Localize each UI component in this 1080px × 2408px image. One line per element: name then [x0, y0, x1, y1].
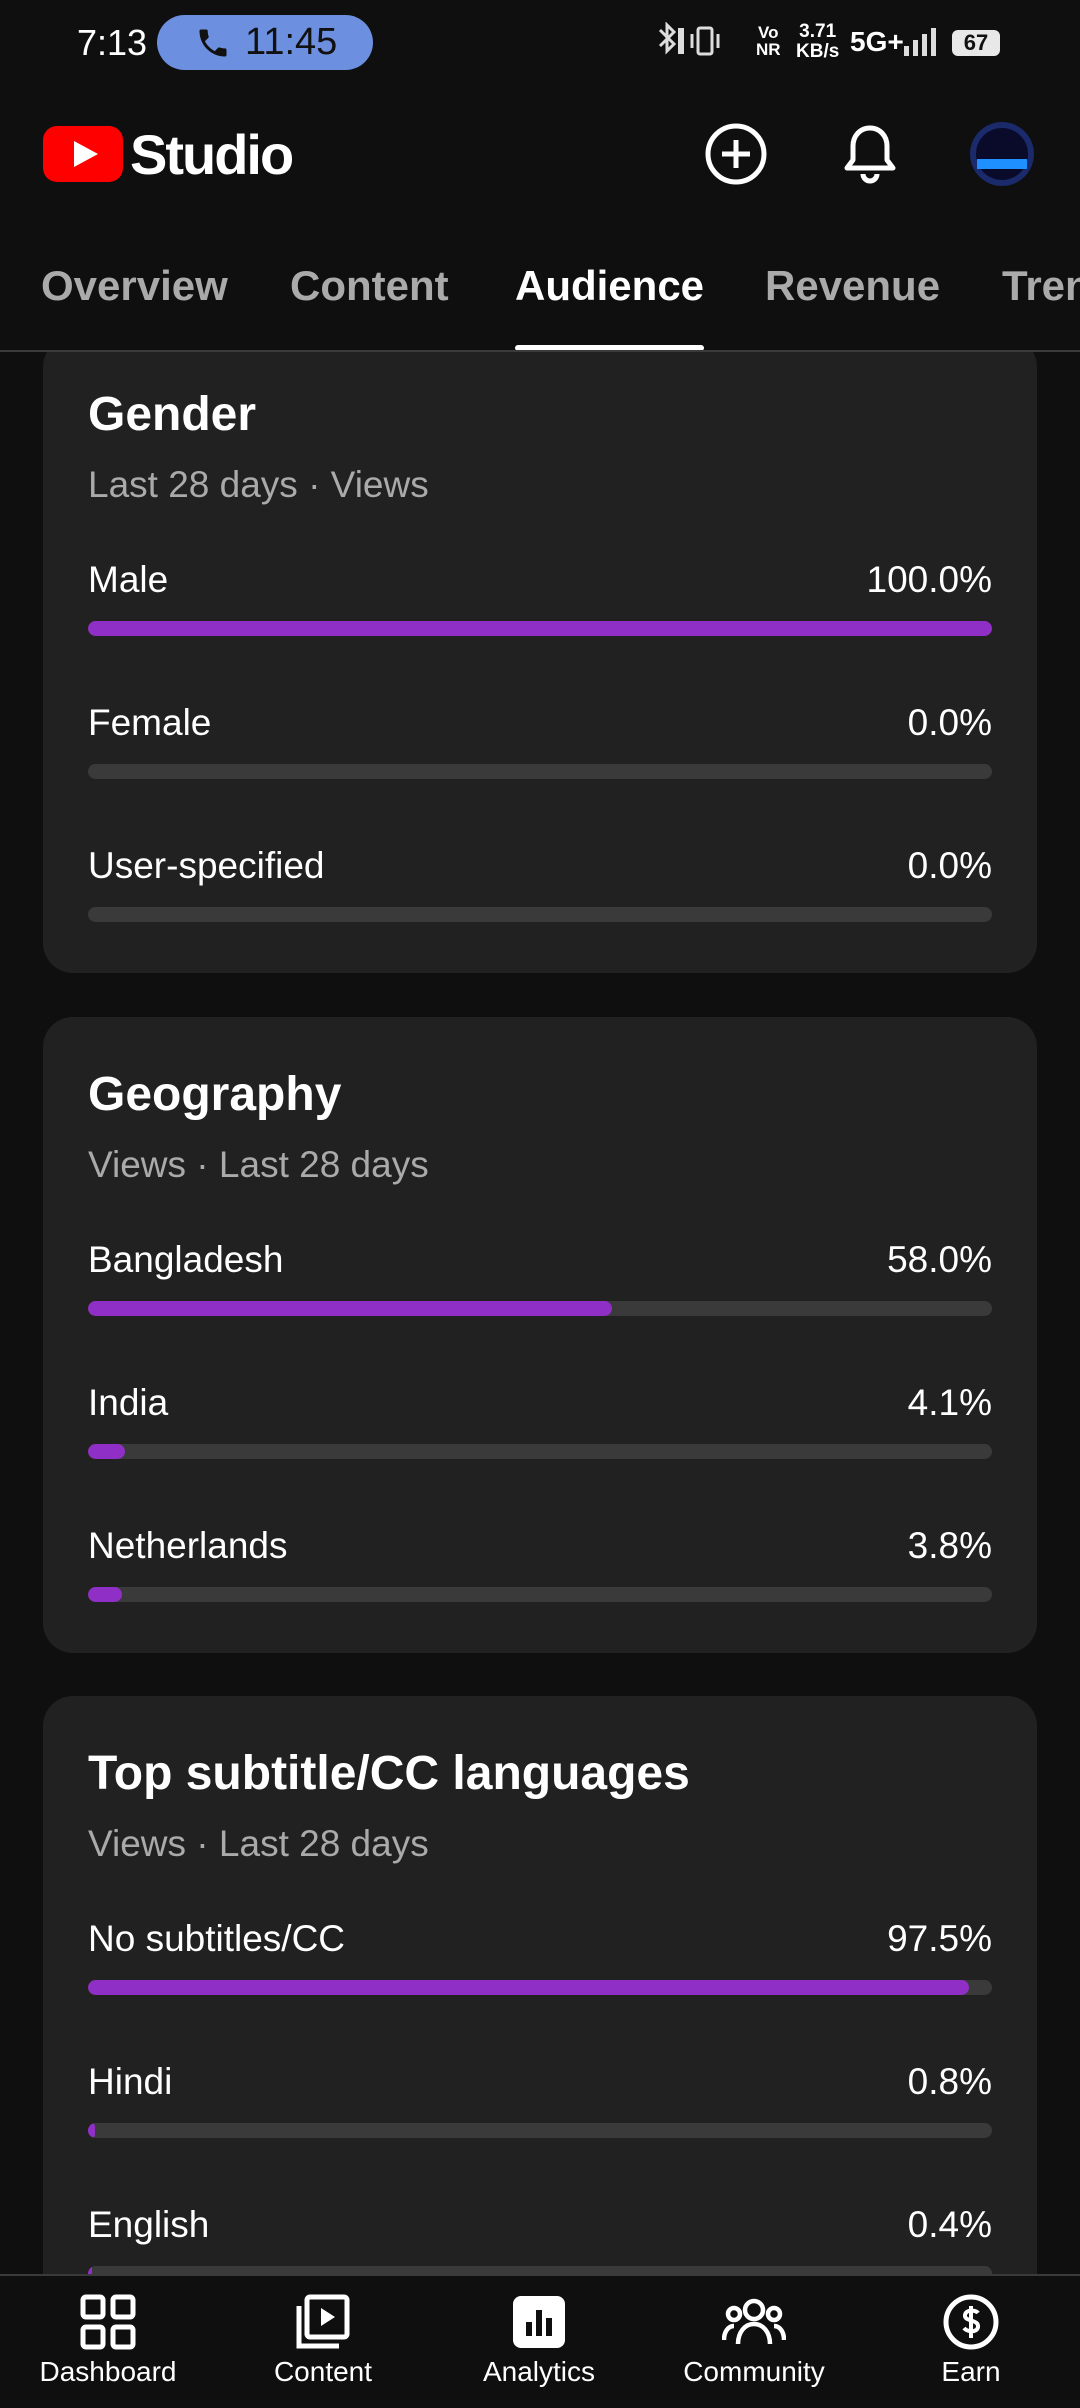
app-title: Studio	[130, 123, 294, 186]
row-value: 58.0%	[887, 1239, 992, 1280]
row-value: 0.8%	[907, 2061, 992, 2102]
card-subtitle: Views · Last 28 days	[88, 1823, 429, 1864]
row-label: No subtitles/CC	[88, 1918, 346, 1959]
tab-divider	[0, 350, 1080, 352]
bar	[88, 621, 992, 636]
row-value: 3.8%	[907, 1525, 992, 1566]
nav-label[interactable]: Dashboard	[39, 2356, 177, 2387]
speed-unit: KB/s	[796, 41, 840, 62]
status-time: 7:13	[77, 22, 148, 63]
row-label: Bangladesh	[88, 1239, 284, 1280]
speed-value: 3.71	[799, 21, 837, 42]
bar-track	[88, 1301, 992, 1316]
content-icon	[296, 2294, 350, 2349]
card-title: Top subtitle/CC languages	[88, 1747, 690, 1800]
status-icons	[658, 22, 720, 56]
nr-text: NR	[756, 40, 781, 59]
nav-label[interactable]: Earn	[941, 2356, 1001, 2387]
nav-label[interactable]: Community	[683, 2356, 825, 2387]
earn-icon	[943, 2294, 999, 2350]
speed: 3.71 KB/s	[796, 22, 839, 62]
row-label: Female	[88, 702, 212, 743]
bar-track	[88, 621, 992, 636]
call-icon	[199, 29, 227, 57]
volte: Vo NR	[756, 24, 781, 58]
row-value: 0.0%	[907, 845, 992, 886]
bar	[88, 2266, 92, 2274]
bar-track	[88, 1980, 992, 1995]
bar	[88, 2123, 96, 2138]
bar	[88, 1444, 126, 1459]
dashboard-icon	[80, 2294, 136, 2350]
network: 5G+	[850, 26, 904, 57]
battery: 67	[952, 30, 1000, 56]
call-pill[interactable]: 11:45	[157, 15, 373, 70]
row-value: 97.5%	[887, 1918, 992, 1959]
row-label: Hindi	[88, 2061, 173, 2102]
card-subtitle: Last 28 days · Views	[88, 464, 429, 505]
card-subtitle: Views · Last 28 days	[88, 1144, 429, 1185]
card: Geography Views · Last 28 days Bangladesh 5…	[43, 1017, 1037, 1653]
community-icon	[722, 2298, 786, 2345]
nav-label[interactable]: Analytics	[482, 2356, 596, 2387]
avatar[interactable]	[969, 121, 1035, 187]
card: Gender Last 28 days · Views Male 100.0% Fema…	[43, 352, 1037, 973]
card-title: Geography	[88, 1068, 342, 1121]
bar-track	[88, 2266, 992, 2274]
tab[interactable]: Content	[290, 262, 449, 309]
bar-track	[88, 1444, 992, 1459]
call-time: 11:45	[245, 21, 338, 63]
row-value: 100.0%	[866, 559, 993, 600]
bottom-nav	[0, 2274, 1080, 2408]
notifications-button[interactable]	[839, 122, 901, 186]
row-label: India	[88, 1382, 169, 1423]
bar-track	[88, 1587, 992, 1602]
row-label: English	[88, 2204, 210, 2245]
tab[interactable]: Revenue	[765, 262, 941, 309]
bar	[88, 1980, 970, 1995]
bar-track	[88, 2123, 992, 2138]
row-label: Netherlands	[88, 1525, 288, 1566]
bar-track	[88, 764, 992, 779]
tab[interactable]: Trends	[1002, 262, 1080, 309]
tab[interactable]: Audience	[515, 262, 705, 309]
card-title: Gender	[88, 388, 257, 441]
row-value: 0.4%	[907, 2204, 992, 2245]
create-button[interactable]	[704, 122, 768, 186]
row-label: User-specified	[88, 845, 325, 886]
bar	[88, 1301, 613, 1316]
nav-label[interactable]: Content	[273, 2356, 373, 2387]
bar	[88, 1587, 123, 1602]
tab-indicator	[515, 345, 704, 351]
youtube-logo[interactable]	[43, 126, 123, 182]
row-value: 4.1%	[907, 1382, 992, 1423]
card: Top subtitle/CC languages Views · Last 28…	[43, 1696, 1037, 2274]
content: Gender Last 28 days · Views Male 100.0% Fema…	[0, 352, 1080, 2274]
row-label: Male	[88, 559, 169, 600]
tab[interactable]: Overview	[41, 262, 228, 309]
analytics-icon	[513, 2296, 565, 2348]
signal-icon	[904, 28, 936, 56]
volte-text: Vo	[758, 23, 779, 42]
bar-track	[88, 907, 992, 922]
row-value: 0.0%	[907, 702, 992, 743]
